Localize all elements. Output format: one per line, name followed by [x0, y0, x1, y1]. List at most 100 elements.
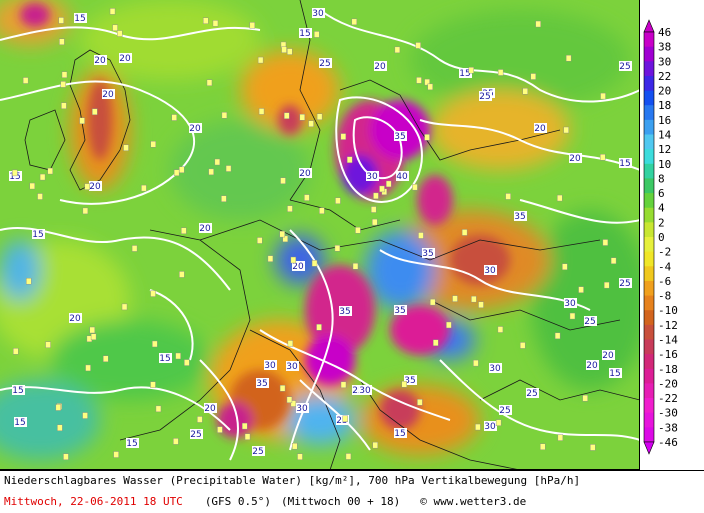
value-marker	[314, 31, 320, 38]
value-marker	[257, 56, 264, 64]
legend-tick-label: 6	[658, 187, 665, 200]
contour-label: 15	[32, 230, 43, 240]
value-marker	[150, 290, 156, 297]
contour-label: 25	[190, 430, 201, 440]
footer: Niederschlagbares Wasser (Precipitable W…	[0, 470, 704, 513]
value-marker	[379, 185, 385, 193]
legend-swatch	[644, 251, 654, 267]
value-marker	[346, 156, 353, 163]
contour-label: 15	[14, 418, 25, 428]
legend-tick-label: 2	[658, 216, 665, 229]
value-marker	[287, 48, 293, 55]
contour-label: 25	[619, 279, 630, 289]
value-marker	[113, 451, 119, 458]
value-marker	[79, 117, 85, 124]
value-marker	[287, 340, 294, 347]
value-marker	[418, 232, 424, 239]
value-marker	[461, 229, 468, 236]
value-marker	[39, 173, 46, 181]
value-marker	[109, 8, 116, 15]
legend-swatch	[644, 295, 654, 311]
value-marker	[565, 54, 572, 62]
legend-swatch	[644, 193, 654, 209]
value-marker	[282, 235, 288, 243]
footer-meta-line: Mittwoch, 22-06-2011 18 UTC (GFS 0.5°) (Mi…	[4, 495, 526, 508]
value-marker	[602, 239, 609, 246]
contour-label: 15	[159, 354, 170, 364]
value-marker	[401, 381, 407, 388]
value-marker	[221, 112, 228, 119]
value-markers	[12, 8, 617, 460]
contour-label: 40	[396, 172, 408, 182]
value-marker	[562, 263, 568, 270]
value-marker	[249, 22, 256, 29]
contour-label-bg	[299, 168, 312, 178]
contour-label-bg	[159, 353, 172, 363]
value-marker	[155, 405, 162, 413]
value-marker	[424, 134, 430, 141]
value-marker	[452, 295, 458, 302]
contour-labels: 1520202015202515201520253035403020152535…	[9, 8, 632, 457]
contour-label: 25	[319, 59, 330, 69]
contour-label-bg	[489, 363, 502, 373]
contour-label-bg	[374, 61, 387, 71]
legend-tick-label: -46	[658, 436, 678, 449]
value-marker	[308, 120, 314, 127]
contour-label-bg	[336, 415, 349, 425]
contour-label: 20	[292, 262, 304, 272]
value-marker	[473, 359, 479, 367]
legend-tick-label: -10	[658, 304, 678, 317]
legend-swatch	[644, 412, 654, 428]
footer-date: Mittwoch, 22-06-2011 18 UTC	[4, 495, 183, 508]
value-marker	[184, 359, 190, 366]
contour-label-bg	[422, 248, 435, 258]
contour-label-bg	[199, 223, 212, 233]
contour-label: 15	[459, 69, 470, 79]
value-marker	[522, 88, 528, 95]
value-marker	[12, 169, 18, 177]
value-marker	[121, 303, 128, 311]
contour-label: 20	[569, 154, 581, 164]
value-marker	[212, 20, 219, 27]
contour-label: 20	[204, 404, 216, 414]
legend-swatch	[644, 90, 654, 106]
contour-label: 20	[189, 124, 201, 134]
contour-label-bg	[359, 385, 372, 395]
contour-label: 25	[352, 386, 363, 396]
value-marker	[590, 444, 596, 451]
legend-tick-label: 30	[658, 55, 671, 68]
value-marker	[206, 79, 213, 86]
legend-tick-label: 38	[658, 41, 671, 54]
value-marker	[290, 400, 297, 407]
value-marker	[610, 257, 617, 264]
contour-label-bg	[252, 446, 265, 456]
legend-tick-label: 0	[658, 231, 665, 244]
contour-label: 20	[69, 314, 81, 324]
footer-description: Niederschlagbares Wasser (Precipitable W…	[4, 474, 581, 487]
value-marker	[557, 434, 564, 441]
value-marker	[535, 20, 541, 28]
value-marker	[316, 324, 322, 331]
value-marker	[304, 194, 310, 201]
value-marker	[373, 192, 379, 200]
legend-canvas: 4638302220181614121086420-2-4-6-8-10-12-…	[643, 19, 678, 455]
contour-label-bg	[484, 421, 497, 431]
weather-map: 1520202015202515201520253035403020152535…	[0, 0, 640, 470]
contour-label-bg	[32, 229, 45, 239]
value-marker	[208, 168, 214, 176]
value-marker	[292, 442, 298, 450]
contour-label-bg	[69, 313, 82, 323]
contour-label: 30	[264, 361, 276, 371]
value-marker	[131, 245, 138, 252]
value-marker	[89, 326, 95, 334]
value-marker	[582, 394, 588, 402]
contour-label: 15	[299, 29, 310, 39]
contour-label: 35	[394, 132, 405, 142]
legend-swatch	[644, 75, 654, 92]
value-marker	[221, 195, 227, 202]
value-marker	[352, 263, 359, 270]
contour-label-bg	[569, 153, 582, 163]
legend-tick-label: 16	[658, 114, 671, 127]
legend-tick-label: -6	[658, 275, 671, 288]
contour-label-bg	[459, 68, 472, 78]
